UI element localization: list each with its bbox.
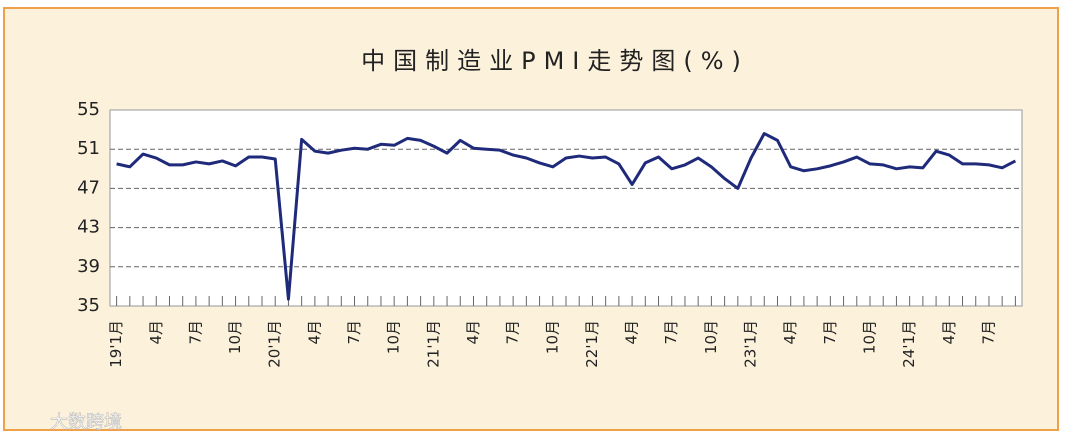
chart-title: 中国制造业PMI走势图(%) (361, 47, 749, 75)
x-tick-label: 10月 (861, 320, 879, 354)
x-tick-label: 19'1月 (107, 320, 125, 368)
x-tick-label: 7月 (504, 320, 522, 345)
x-tick-label: 10月 (702, 320, 720, 354)
line (116, 132, 1017, 301)
y-tick-label: 43 (77, 217, 100, 238)
y-tick-label: 47 (77, 177, 100, 198)
x-tick-label: 7月 (345, 320, 363, 345)
y-tick-label: 55 (77, 99, 100, 120)
x-tick-label: 21'1月 (424, 320, 442, 368)
x-tick-label: 24'1月 (900, 320, 918, 368)
x-tick-label: 10月 (385, 320, 403, 354)
watermark: 大数跨境 (50, 412, 122, 433)
x-tick-label: 7月 (979, 320, 997, 345)
plot-area (109, 109, 1023, 307)
x-tick-label: 7月 (186, 320, 204, 345)
x-tick-label: 7月 (662, 320, 680, 345)
y-tick-label: 51 (77, 138, 100, 159)
x-tick-label: 4月 (623, 320, 641, 345)
y-tick-label: 39 (77, 256, 100, 277)
x-tick-label: 4月 (464, 320, 482, 345)
x-tick-label: 4月 (781, 320, 799, 345)
x-tick-label: 4月 (305, 320, 323, 345)
y-tick-label: 35 (77, 295, 100, 316)
x-tick-label: 10月 (226, 320, 244, 354)
x-tick-label: 4月 (147, 320, 165, 345)
x-tick-label: 4月 (940, 320, 958, 345)
x-tick-label: 10月 (543, 320, 561, 354)
x-tick-label: 20'1月 (266, 320, 284, 368)
x-tick-label: 23'1月 (742, 320, 760, 368)
x-tick-label: 7月 (821, 320, 839, 345)
x-tick-label: 22'1月 (583, 320, 601, 368)
